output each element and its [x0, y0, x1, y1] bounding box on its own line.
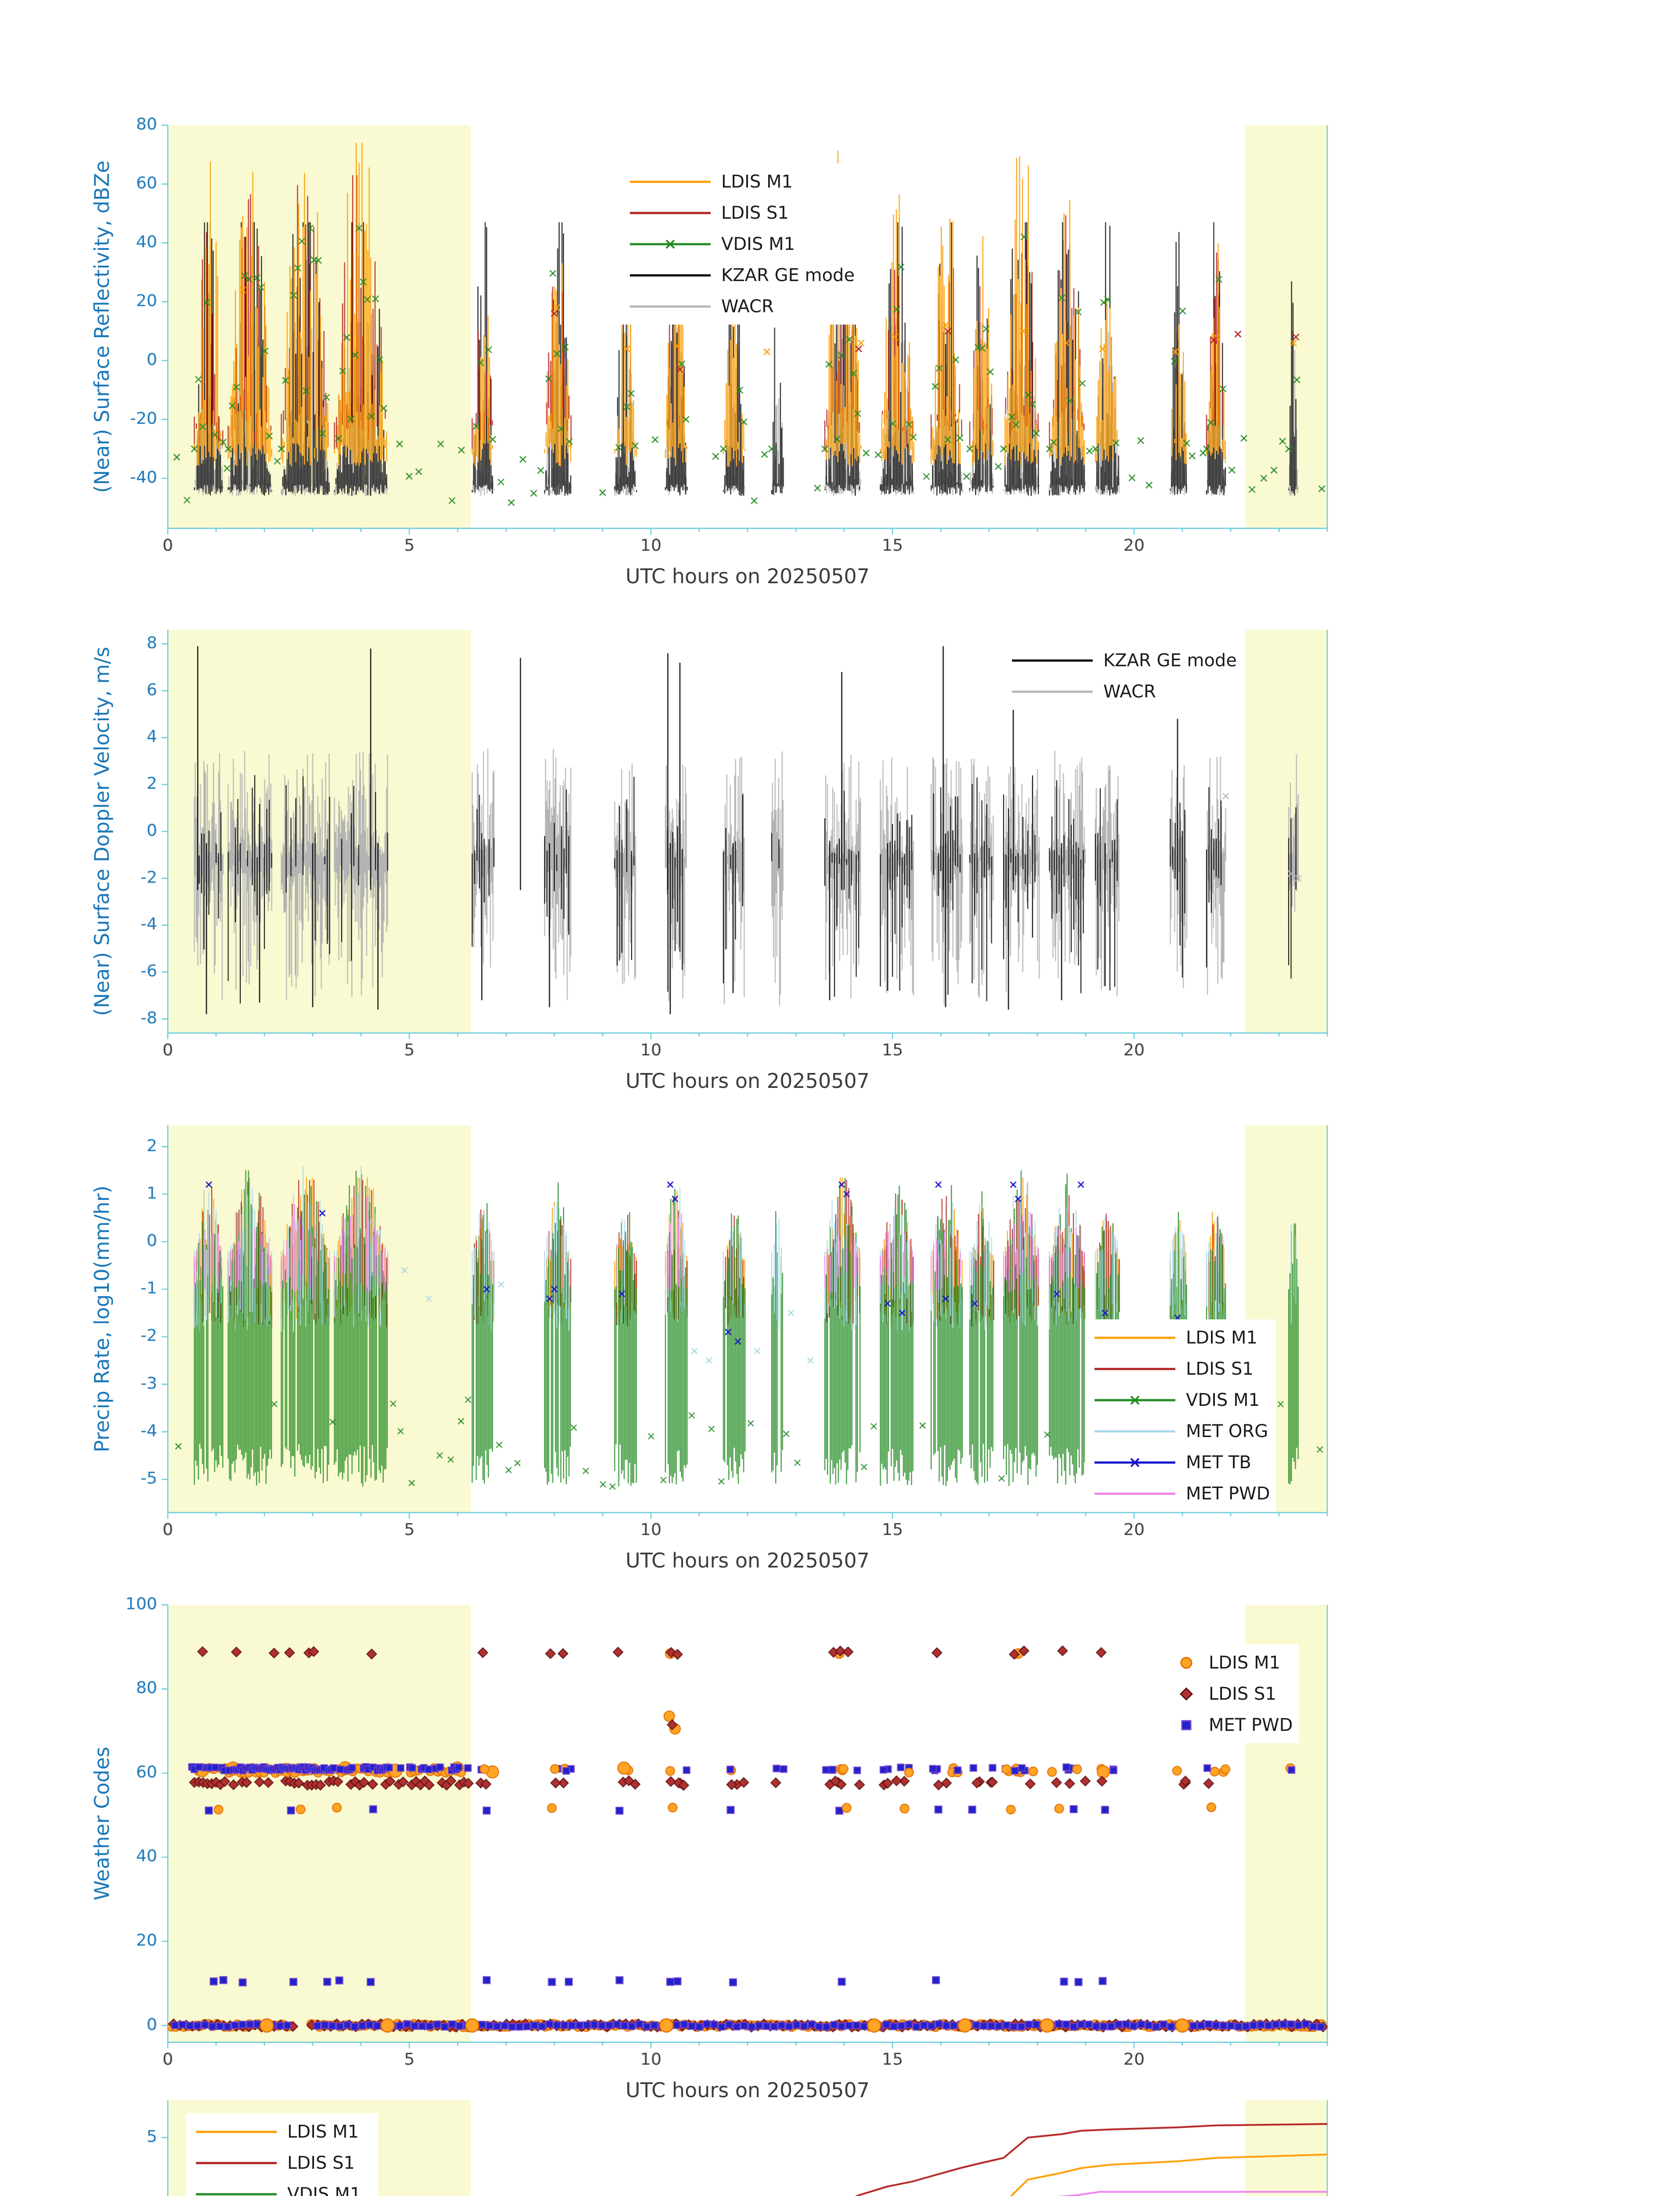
- legend-line-x-swatch: [1095, 1395, 1175, 1405]
- legend-label: WACR: [1103, 681, 1156, 702]
- legend-label: VDIS M1: [1186, 1390, 1260, 1410]
- legend-label: LDIS M1: [721, 171, 793, 192]
- legend-entry: MET ORG: [1091, 1416, 1270, 1447]
- panel4-xlabel: UTC hours on 20250507: [625, 2078, 870, 2102]
- legend-diamond-swatch: [1179, 1687, 1193, 1701]
- legend-entry: WACR: [1008, 676, 1237, 707]
- legend-entry: LDIS S1: [192, 2147, 372, 2178]
- legend-line-swatch: [1095, 1492, 1175, 1495]
- legend-label: WACR: [721, 296, 774, 317]
- legend-label: MET ORG: [1186, 1421, 1268, 1441]
- legend-label: LDIS S1: [1186, 1358, 1254, 1379]
- legend-label: LDIS S1: [721, 202, 789, 223]
- legend-line-swatch: [1095, 1336, 1175, 1339]
- legend-label: VDIS M1: [287, 2184, 361, 2196]
- legend-label: KZAR GE mode: [1103, 650, 1237, 671]
- legend-entry: KZAR GE mode: [626, 260, 855, 291]
- legend-entry: LDIS M1: [1091, 1322, 1270, 1353]
- panel1-legend: LDIS M1 LDIS S1 VDIS M1 KZAR GE mode WACR: [620, 163, 861, 325]
- panel2-legend: KZAR GE mode WACR: [1002, 642, 1243, 710]
- panel2-xlabel: UTC hours on 20250507: [625, 1069, 870, 1093]
- legend-label: KZAR GE mode: [721, 265, 855, 285]
- legend-label: LDIS S1: [287, 2153, 355, 2173]
- legend-entry: WACR: [626, 291, 855, 322]
- panel4-legend: LDIS M1 LDIS S1 MET PWD: [1165, 1644, 1299, 1743]
- panel4-ylabel: Weather Codes: [90, 1746, 114, 1901]
- legend-label: MET TB: [1186, 1452, 1251, 1473]
- legend-entry: VDIS M1: [1091, 1384, 1270, 1416]
- legend-label: LDIS M1: [287, 2121, 359, 2142]
- panel1-ylabel: (Near) Surface Reflectivity, dBZe: [90, 160, 114, 493]
- legend-line-swatch: [630, 305, 711, 307]
- legend-entry: KZAR GE mode: [1008, 645, 1237, 676]
- legend-entry: LDIS S1: [1091, 1353, 1270, 1384]
- legend-entry: LDIS M1: [192, 2116, 372, 2147]
- legend-entry: LDIS S1: [626, 197, 855, 228]
- legend-entry: VDIS M1: [192, 2178, 372, 2196]
- legend-entry: LDIS M1: [1171, 1647, 1293, 1678]
- panel3-ylabel: Precip Rate, log10(mm/hr): [90, 1185, 114, 1452]
- legend-line-swatch: [630, 181, 711, 183]
- legend-entry: VDIS M1: [626, 228, 855, 260]
- legend-square-swatch: [1181, 1720, 1192, 1730]
- legend-line-swatch: [196, 2162, 277, 2164]
- legend-entry: MET PWD: [1091, 1478, 1270, 1509]
- legend-line-swatch: [1095, 1368, 1175, 1370]
- legend-line-swatch: [630, 274, 711, 276]
- legend-label: LDIS S1: [1209, 1683, 1276, 1704]
- panel1-xlabel: UTC hours on 20250507: [625, 564, 870, 588]
- legend-circle-swatch: [1180, 1657, 1192, 1669]
- legend-line-x-swatch: [630, 239, 711, 249]
- panel3-legend: LDIS M1 LDIS S1 VDIS M1 MET ORG MET TB MET PW…: [1085, 1319, 1276, 1512]
- legend-line-swatch: [196, 2131, 277, 2133]
- legend-entry: MET TB: [1091, 1447, 1270, 1478]
- legend-label: MET PWD: [1209, 1715, 1293, 1735]
- legend-label: MET PWD: [1186, 1483, 1270, 1504]
- legend-label: LDIS M1: [1186, 1327, 1257, 1348]
- legend-entry: LDIS M1: [626, 166, 855, 197]
- legend-label: LDIS M1: [1209, 1652, 1280, 1673]
- legend-line-swatch: [630, 212, 711, 214]
- legend-line-swatch: [196, 2193, 277, 2195]
- legend-entry: MET PWD: [1171, 1709, 1293, 1741]
- panel2-ylabel: (Near) Surface Doppler Velocity, m/s: [90, 647, 114, 1016]
- legend-entry: LDIS S1: [1171, 1678, 1293, 1709]
- legend-line-swatch: [1012, 690, 1093, 693]
- legend-label: VDIS M1: [721, 234, 795, 254]
- legend-line-x-swatch: [1095, 1458, 1175, 1467]
- panel3-xlabel: UTC hours on 20250507: [625, 1549, 870, 1572]
- legend-line-swatch: [1012, 659, 1093, 661]
- legend-line-swatch: [1095, 1430, 1175, 1432]
